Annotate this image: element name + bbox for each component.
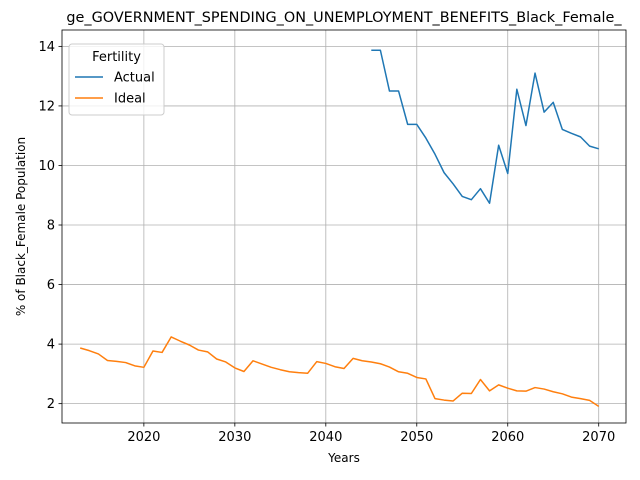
legend-title: Fertility xyxy=(92,50,141,65)
x-tick-label: 2060 xyxy=(491,430,524,445)
x-tick-label: 2040 xyxy=(309,430,342,445)
plot-frame xyxy=(61,29,627,424)
legend-label-ideal: Ideal xyxy=(114,92,146,107)
y-tick-label: 4 xyxy=(47,338,55,353)
chart-title: ge_GOVERNMENT_SPENDING_ON_UNEMPLOYMENT_B… xyxy=(66,10,622,26)
y-tick-label: 2 xyxy=(47,397,55,412)
y-tick-label: 12 xyxy=(38,99,55,114)
y-tick-label: 10 xyxy=(38,159,55,174)
y-tick-label: 14 xyxy=(38,40,55,55)
x-tick-label: 2020 xyxy=(127,430,160,445)
y-tick-label: 6 xyxy=(47,278,55,293)
y-tick-label: 8 xyxy=(47,219,55,234)
legend-items: Actual Ideal xyxy=(75,71,155,107)
series-line-actual xyxy=(371,49,599,205)
y-axis-label: % of Black_Female Population xyxy=(14,137,28,316)
x-tick-label: 2070 xyxy=(582,430,615,445)
legend-label-actual: Actual xyxy=(114,71,155,86)
x-tick-label: 2030 xyxy=(218,430,251,445)
series-line-ideal xyxy=(79,336,600,407)
legend: Fertility Actual Ideal xyxy=(68,43,165,116)
series-lines xyxy=(79,49,600,407)
axis-ticks: 2020 2030 2040 2050 2060 2070 2 4 6 8 10 12 14 xyxy=(38,40,615,445)
x-tick-label: 2050 xyxy=(400,430,433,445)
x-axis-label: Years xyxy=(327,451,360,465)
